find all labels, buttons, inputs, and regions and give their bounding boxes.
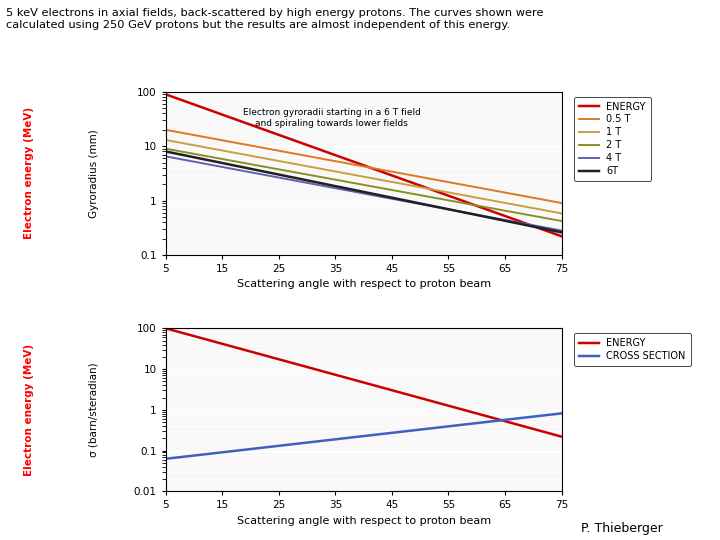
CROSS SECTION — [557, 410, 566, 416]
Line: 0.5 T: 0.5 T — [166, 130, 562, 203]
1 T — [161, 137, 170, 143]
CROSS SECTION — [290, 441, 299, 447]
4 T — [410, 200, 419, 206]
2 T — [209, 154, 217, 160]
ENERGY — [410, 180, 419, 187]
6T — [557, 229, 566, 235]
Text: 5 keV electrons in axial fields, back-scattered by high energy protons. The curv: 5 keV electrons in axial fields, back-sc… — [6, 8, 544, 30]
ENERGY — [447, 403, 456, 410]
2 T — [449, 198, 458, 205]
4 T — [449, 207, 458, 213]
Line: 2 T: 2 T — [166, 148, 562, 221]
CROSS SECTION — [209, 450, 217, 457]
1 T — [209, 146, 217, 152]
1 T — [290, 161, 299, 167]
Text: P. Thieberger: P. Thieberger — [580, 522, 662, 535]
4 T — [209, 162, 217, 168]
Text: σ (barn/steradian): σ (barn/steradian) — [89, 362, 99, 457]
Text: Electron energy (MeV): Electron energy (MeV) — [24, 344, 34, 476]
6T — [290, 174, 299, 181]
ENERGY — [410, 393, 419, 400]
Text: Gyroradius (mm): Gyroradius (mm) — [89, 129, 99, 218]
Line: 4 T: 4 T — [166, 157, 562, 231]
CROSS SECTION — [161, 456, 170, 462]
0.5 T — [318, 156, 327, 162]
ENERGY — [161, 91, 170, 98]
Line: 6T: 6T — [166, 151, 562, 232]
ENERGY — [449, 194, 458, 201]
Line: 1 T: 1 T — [166, 140, 562, 213]
ENERGY — [290, 137, 299, 144]
2 T — [290, 169, 299, 176]
6T — [449, 207, 458, 213]
1 T — [449, 190, 458, 197]
ENERGY — [557, 434, 566, 440]
ENERGY — [449, 404, 458, 410]
4 T — [557, 227, 566, 234]
6T — [209, 158, 217, 164]
ENERGY — [209, 338, 217, 345]
Legend: ENERGY, 0.5 T, 1 T, 2 T, 4 T, 6T: ENERGY, 0.5 T, 1 T, 2 T, 4 T, 6T — [575, 97, 651, 181]
4 T — [161, 153, 170, 160]
ENERGY — [209, 108, 217, 114]
ENERGY — [447, 193, 456, 200]
0.5 T — [290, 151, 299, 157]
4 T — [318, 183, 327, 189]
6T — [318, 180, 327, 187]
0.5 T — [410, 173, 419, 179]
6T — [410, 199, 419, 206]
1 T — [447, 190, 456, 196]
6T — [447, 207, 456, 213]
X-axis label: Scattering angle with respect to proton beam: Scattering angle with respect to proton … — [237, 516, 490, 526]
0.5 T — [209, 136, 217, 142]
4 T — [447, 207, 456, 213]
1 T — [318, 166, 327, 172]
6T — [161, 148, 170, 154]
X-axis label: Scattering angle with respect to proton beam: Scattering angle with respect to proton … — [237, 280, 490, 289]
CROSS SECTION — [410, 427, 419, 434]
2 T — [161, 145, 170, 152]
ENERGY — [290, 360, 299, 367]
Line: ENERGY: ENERGY — [166, 328, 562, 437]
Line: CROSS SECTION: CROSS SECTION — [166, 413, 562, 459]
0.5 T — [447, 179, 456, 186]
0.5 T — [557, 200, 566, 206]
2 T — [447, 198, 456, 204]
CROSS SECTION — [449, 422, 458, 429]
ENERGY — [557, 233, 566, 240]
0.5 T — [161, 126, 170, 133]
CROSS SECTION — [447, 423, 456, 429]
1 T — [557, 210, 566, 217]
Line: ENERGY: ENERGY — [166, 94, 562, 237]
Text: Electron gyroradii starting in a 6 T field
and spiraling towards lower fields: Electron gyroradii starting in a 6 T fie… — [243, 108, 421, 127]
ENERGY — [318, 147, 327, 154]
CROSS SECTION — [318, 437, 327, 444]
ENERGY — [318, 368, 327, 374]
4 T — [290, 177, 299, 184]
1 T — [410, 183, 419, 190]
0.5 T — [449, 180, 458, 186]
Legend: ENERGY, CROSS SECTION: ENERGY, CROSS SECTION — [575, 333, 690, 366]
2 T — [557, 218, 566, 224]
2 T — [318, 174, 327, 180]
2 T — [410, 191, 419, 198]
Text: Electron energy (MeV): Electron energy (MeV) — [24, 107, 34, 239]
ENERGY — [161, 325, 170, 332]
